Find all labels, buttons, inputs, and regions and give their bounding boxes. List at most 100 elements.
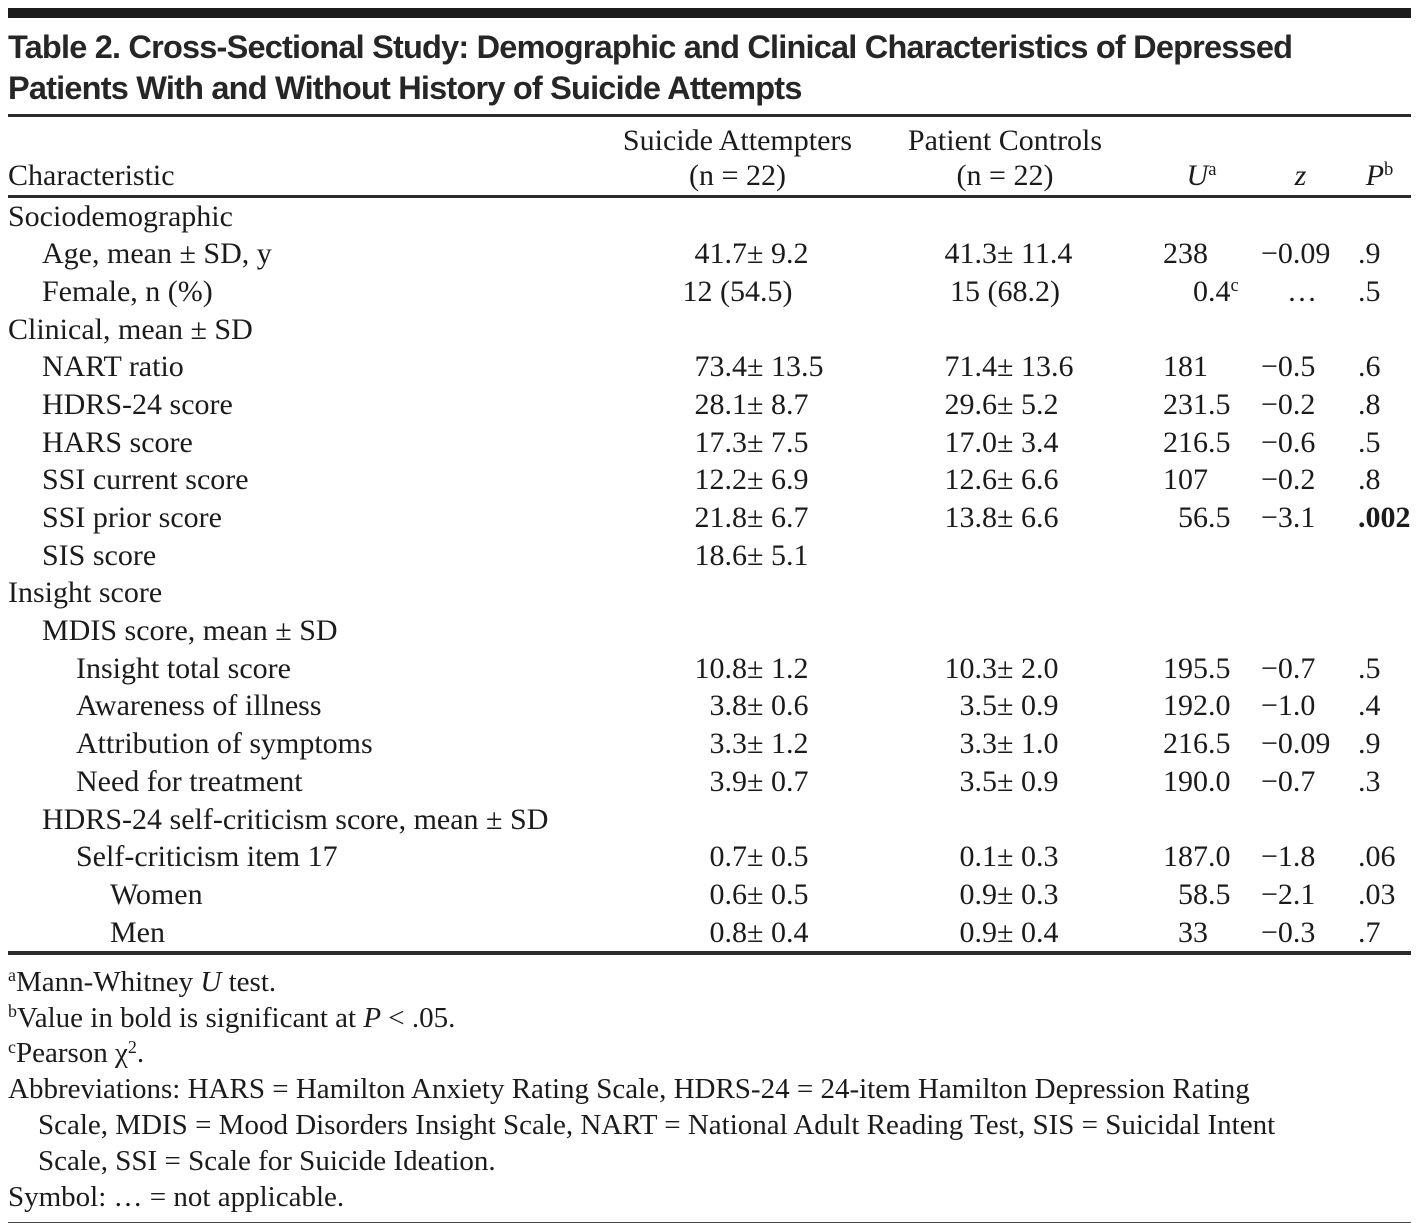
u-value-int: 231 — [1163, 387, 1208, 421]
footnote-line: cPearson χ2. — [8, 1036, 1411, 1072]
u-statistic-label: U — [1186, 159, 1209, 192]
characteristic-cell: HDRS-24 self-criticism score, mean ± SD — [42, 802, 549, 836]
p-value-cell: .7 — [1358, 915, 1381, 949]
mean-sd-value: 3.3 ± 1.0 — [959, 727, 1059, 761]
controls-value-cell: 12.6 ± 6.6 — [860, 461, 1150, 499]
mean-sd-value: 12 (54.5) — [682, 274, 793, 308]
u-value-frac: .0 — [1208, 840, 1231, 874]
mean-sd-value: 3.8 ± 0.6 — [709, 689, 809, 723]
table-row: Attribution of symptoms 3.3 ± 1.2 3.3 ± … — [8, 725, 1411, 763]
col-header-attempters-n: (n = 22) — [689, 159, 786, 192]
controls-value-cell: 3.5 ± 0.9 — [860, 687, 1150, 725]
table-row: MDIS score, mean ± SD — [8, 612, 1411, 650]
u-value-int: 0 — [1193, 274, 1208, 308]
table-row: Men 0.8 ± 0.4 0.9 ± 0.4 33 −0.3 .7 — [8, 914, 1411, 952]
mean-sd-value: 0.7 ± 0.5 — [709, 840, 809, 874]
col-header-p: Pb — [1348, 157, 1411, 195]
controls-value-cell: 3.3 ± 1.0 — [860, 725, 1150, 763]
controls-value-cell — [860, 537, 1150, 575]
p-value-cell — [1348, 801, 1411, 839]
mean-sd-value: 28.1 ± 8.7 — [694, 387, 809, 421]
u-value-int — [1150, 537, 1208, 575]
p-value-cell: .002 — [1358, 501, 1411, 534]
u-value-frac — [1208, 574, 1253, 612]
characteristic-cell: Awareness of illness — [76, 689, 322, 723]
table-row: Sociodemographic — [8, 198, 1411, 236]
characteristic-cell: Men — [110, 915, 165, 949]
table-row: HDRS-24 self-criticism score, mean ± SD — [8, 801, 1411, 839]
controls-value-cell — [860, 801, 1150, 839]
table-row: SSI prior score 21.8 ± 6.7 13.8 ± 6.6 56… — [8, 499, 1411, 537]
header-spacer — [1150, 124, 1411, 157]
controls-value-cell: 13.8 ± 6.6 — [860, 499, 1150, 537]
u-value-int: 238 — [1163, 237, 1208, 271]
u-value-int: 187 — [1163, 840, 1208, 874]
footnote-superscript: 2 — [127, 1037, 137, 1057]
u-value-int: 107 — [1163, 463, 1208, 497]
header-group-row: Suicide Attempters Patient Controls — [8, 117, 1411, 157]
controls-value-cell: 10.3 ± 2.0 — [860, 650, 1150, 688]
z-value-cell: −1.0 — [1261, 689, 1316, 723]
table-title: Table 2. Cross-Sectional Study: Demograp… — [8, 27, 1411, 109]
characteristic-cell: HARS score — [42, 425, 193, 459]
table-row: Insight total score 10.8 ± 1.2 10.3 ± 2.… — [8, 650, 1411, 688]
u-value-frac — [1208, 914, 1253, 952]
u-value-frac: .5 — [1208, 877, 1231, 911]
z-value-cell: −0.5 — [1261, 350, 1316, 384]
p-value-cell: .9 — [1358, 727, 1381, 761]
footnote-text: P — [363, 1001, 382, 1034]
controls-value-cell: 15 (68.2) — [860, 273, 1150, 311]
p-value-cell — [1348, 537, 1411, 575]
characteristic-cell: SIS score — [42, 538, 157, 572]
mean-sd-value: 3.3 ± 1.2 — [709, 727, 809, 761]
footnote-text: test. — [221, 965, 277, 998]
p-value-cell: .8 — [1358, 387, 1381, 421]
z-value-cell: −0.6 — [1261, 425, 1316, 459]
p-value-cell: .9 — [1358, 237, 1381, 271]
mean-sd-value: 18.6 ± 5.1 — [694, 538, 809, 572]
footnote-text: Scale, SSI = Scale for Suicide Ideation. — [38, 1144, 496, 1177]
attempters-value-cell: 3.9 ± 0.7 — [615, 763, 860, 801]
u-value-frac — [1208, 348, 1253, 386]
attempters-value-cell — [615, 612, 860, 650]
mean-sd-value: 15 (68.2) — [950, 274, 1060, 308]
footnote-marker-a: a — [1208, 159, 1217, 181]
footnote-line: Scale, MDIS = Mood Disorders Insight Sca… — [8, 1108, 1411, 1144]
characteristic-cell: Women — [110, 877, 203, 911]
footnote-marker-c: c — [1230, 275, 1239, 297]
characteristic-cell: Insight total score — [76, 651, 291, 685]
title-rule — [8, 114, 1411, 117]
table-header: Suicide Attempters Patient Controls Char… — [8, 117, 1411, 195]
attempters-value-cell: 3.8 ± 0.6 — [615, 687, 860, 725]
u-value-int — [1150, 801, 1208, 839]
table-row: Self-criticism item 17 0.7 ± 0.5 0.1 ± 0… — [8, 838, 1411, 876]
u-value-int: 33 — [1178, 915, 1208, 949]
characteristic-cell: Self-criticism item 17 — [76, 840, 338, 874]
mean-sd-value: 10.3 ± 2.0 — [944, 651, 1059, 685]
footnote-text: Mann-Whitney — [15, 965, 201, 998]
p-value-cell — [1348, 198, 1411, 236]
table-row: SIS score 18.6 ± 5.1 — [8, 537, 1411, 575]
attempters-value-cell: 12 (54.5) — [615, 273, 860, 311]
u-value-int: 192 — [1163, 689, 1208, 723]
col-header-u: Ua — [1150, 157, 1253, 195]
table-row: Female, n (%) 12 (54.5) 15 (68.2) 0 .4c … — [8, 273, 1411, 311]
u-value-frac — [1208, 235, 1253, 273]
table-row: SSI current score 12.2 ± 6.9 12.6 ± 6.6 … — [8, 461, 1411, 499]
header-rule — [8, 195, 1411, 198]
table-row: Awareness of illness 3.8 ± 0.6 3.5 ± 0.9… — [8, 687, 1411, 725]
col-header-characteristic: Characteristic — [8, 159, 175, 192]
u-value-int — [1150, 311, 1208, 349]
attempters-value-cell: 10.8 ± 1.2 — [615, 650, 860, 688]
col-header-z: z — [1253, 157, 1348, 195]
p-value-cell: .6 — [1358, 350, 1381, 384]
z-value-cell: −0.7 — [1261, 764, 1316, 798]
controls-value-cell — [860, 574, 1150, 612]
footnote-line: Symbol: … = not applicable. — [8, 1180, 1411, 1216]
mean-sd-value: 12.6 ± 6.6 — [944, 463, 1059, 497]
mean-sd-value: 13.8 ± 6.6 — [944, 501, 1059, 534]
footnote-marker-b: b — [1384, 159, 1394, 181]
mean-sd-value: 0.9 ± 0.4 — [959, 915, 1059, 949]
z-value-cell: −0.2 — [1261, 387, 1316, 421]
mean-sd-value: 29.6 ± 5.2 — [944, 387, 1059, 421]
